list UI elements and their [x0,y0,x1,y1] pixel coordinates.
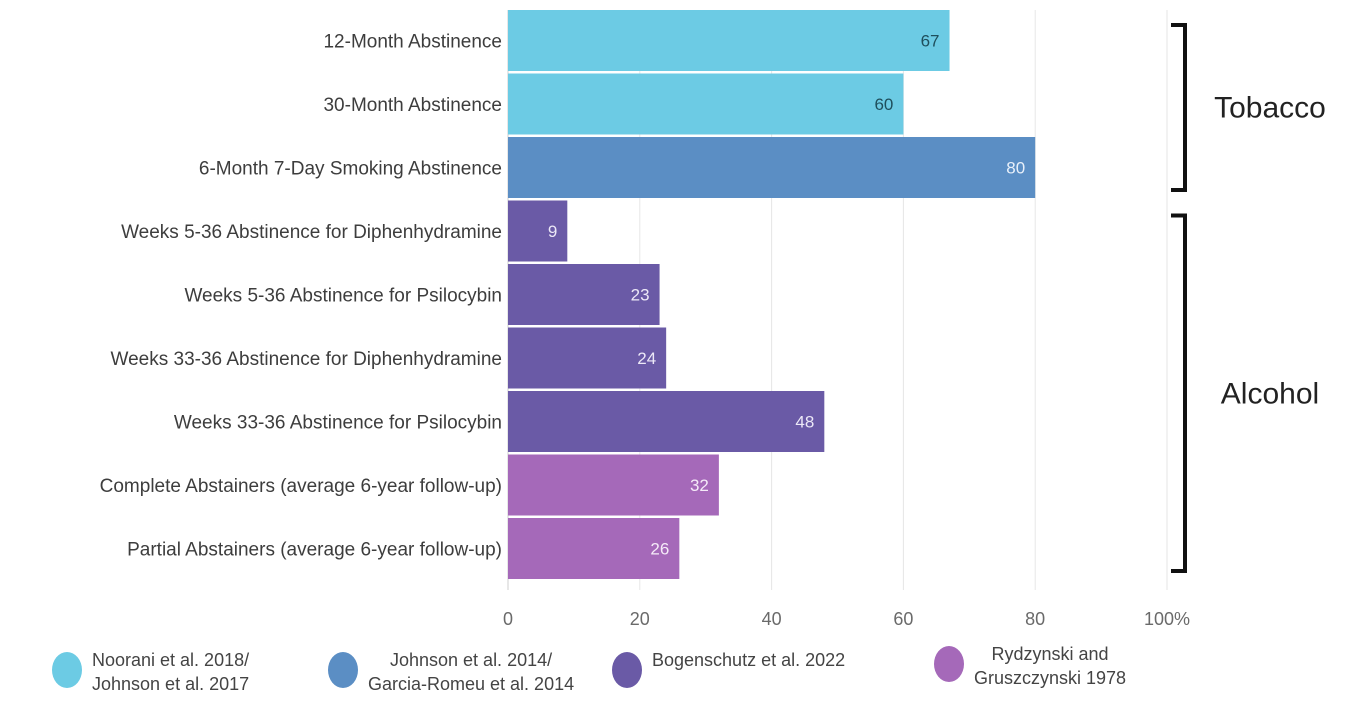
group-label: Alcohol [1221,377,1319,410]
data-label: 26 [650,540,669,559]
legend-label: Rydzynski and Gruszczynski 1978 [974,642,1126,690]
category-label: 6-Month 7-Day Smoking Abstinence [199,159,502,180]
x-tick-label: 60 [893,609,913,629]
data-label: 32 [690,476,709,495]
legend: Noorani et al. 2018/Johnson et al. 2017 J… [0,640,1352,725]
bar [508,10,950,71]
legend-label-line: Noorani et al. 2018/ [92,650,250,670]
category-label: 30-Month Abstinence [323,95,502,116]
bar [508,200,568,262]
x-tick-label: 40 [762,609,782,629]
bar [508,518,680,579]
legend-label-line: Johnson et al. 2014/ [389,650,553,670]
legend-label-line: Rydzynski and [991,644,1109,664]
bar [508,73,904,135]
category-label: Partial Abstainers (average 6-year follo… [127,540,502,561]
bar [508,264,660,325]
bar [508,454,719,516]
legend-swatch [52,652,82,688]
bar [508,327,667,389]
data-label: 60 [874,95,893,114]
legend-label-line: Gruszczynski 1978 [974,668,1127,688]
category-label: Weeks 33-36 Abstinence for Psilocybin [174,413,502,434]
legend-label-line: Garcia-Romeu et al. 2014 [368,674,575,694]
data-label: 80 [1006,159,1025,178]
x-tick-label: 100% [1144,609,1190,629]
legend-label: Johnson et al. 2014/Garcia-Romeu et al. … [368,648,574,696]
group-label: Tobacco [1214,92,1326,125]
category-label: Complete Abstainers (average 6-year foll… [100,476,502,497]
bar [508,391,825,452]
data-label: 24 [637,349,656,368]
legend-item: Noorani et al. 2018/Johnson et al. 2017 [52,648,249,696]
x-tick-label: 0 [503,609,513,629]
x-tick-label: 80 [1025,609,1045,629]
x-tick-label: 20 [630,609,650,629]
legend-swatch [934,646,964,682]
data-label: 67 [921,32,940,51]
legend-label: Noorani et al. 2018/Johnson et al. 2017 [92,648,249,696]
legend-swatch [612,652,642,688]
bar-chart: 67 12-Month Abstinence 60 30-Month Abstinen… [100,10,1326,629]
legend-label: Bogenschutz et al. 2022 [652,648,845,672]
category-label: Weeks 5-36 Abstinence for Diphenhydramin… [121,222,502,243]
legend-label-line: Johnson et al. 2017 [92,674,250,694]
data-label: 48 [795,413,814,432]
group-bracket [1171,23,1187,192]
data-label: 9 [548,222,557,241]
bar [508,137,1036,198]
category-label: 12-Month Abstinence [323,32,502,53]
legend-item: Rydzynski and Gruszczynski 1978 [934,642,1126,690]
legend-item: Bogenschutz et al. 2022 [612,648,845,688]
legend-swatch [328,652,358,688]
group-bracket [1171,213,1187,573]
legend-label-line: Bogenschutz et al. 2022 [652,650,846,670]
data-label: 23 [631,286,650,305]
category-label: Weeks 5-36 Abstinence for Psilocybin [184,286,502,307]
legend-item: Johnson et al. 2014/Garcia-Romeu et al. … [328,648,574,696]
category-label: Weeks 33-36 Abstinence for Diphenhydrami… [111,349,503,370]
